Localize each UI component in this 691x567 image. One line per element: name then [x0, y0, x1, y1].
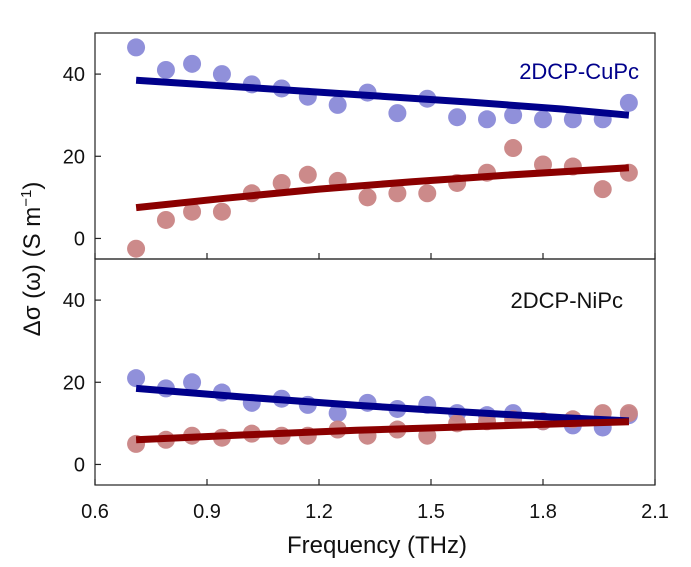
top-real-point — [504, 106, 523, 125]
top-real-point — [534, 110, 552, 129]
bottom-real-point — [127, 369, 146, 388]
top-imaginary-point — [504, 139, 523, 158]
top-imaginary-point — [272, 173, 291, 192]
top-real-point — [212, 65, 231, 84]
top-real-point — [183, 54, 202, 73]
bottom-y-tick-label: 0 — [74, 454, 85, 476]
y-axis-title-superscript: −1 — [18, 190, 35, 207]
x-tick-label: 1.5 — [417, 501, 445, 523]
panel-label-nipc: 2DCP-NiPc — [511, 288, 623, 313]
top-imaginary-point — [534, 155, 552, 174]
bottom-panel-frame — [94, 258, 656, 486]
y-axis-title: Δσ (ω) (S m−1) — [18, 182, 46, 337]
x-tick-label: 1.2 — [305, 501, 333, 523]
top-real-point — [448, 108, 467, 127]
top-imaginary-point — [156, 210, 175, 229]
top-imaginary-point — [358, 188, 377, 207]
top-real-point — [563, 110, 582, 129]
top-real-point — [619, 93, 638, 112]
top-real-point — [156, 60, 175, 79]
x-tick-label: 0.9 — [193, 501, 221, 523]
bottom-panel: 0 20 40 — [63, 290, 656, 485]
x-axis: 0.6 0.9 1.2 1.5 1.8 2.1 — [81, 501, 669, 523]
top-real-point — [478, 110, 496, 129]
top-imaginary-point — [212, 202, 231, 221]
top-panel: 0 20 40 — [63, 38, 656, 259]
top-y-tick-label: 0 — [74, 228, 85, 250]
top-y-tick-label: 20 — [63, 146, 85, 168]
top-imaginary-point — [388, 184, 407, 203]
top-imaginary-point — [418, 184, 437, 203]
bottom-real-fit-line — [135, 384, 630, 425]
bottom-y-tick-label: 40 — [63, 290, 85, 312]
y-axis-title-close: ) — [19, 182, 46, 190]
top-imaginary-point — [298, 165, 317, 184]
x-tick-label: 2.1 — [641, 501, 669, 523]
top-real-point — [388, 104, 407, 123]
bottom-real-point — [328, 404, 347, 423]
top-imaginary-point — [593, 180, 612, 199]
top-imaginary-fit-line — [135, 164, 630, 212]
y-axis-title-main: Δσ (ω) (S m — [19, 207, 46, 337]
x-axis-title: Frequency (THz) — [287, 532, 467, 559]
top-imaginary-point — [127, 239, 146, 258]
top-y-tick-label: 40 — [63, 64, 85, 86]
x-tick-label: 0.6 — [81, 501, 109, 523]
top-real-point — [328, 95, 347, 114]
top-real-point — [127, 38, 146, 57]
bottom-imaginary-fit-line — [135, 418, 630, 444]
top-real-fit-line — [135, 76, 630, 119]
bottom-y-tick-label: 20 — [63, 372, 85, 394]
top-imaginary-point — [183, 202, 202, 221]
bottom-real-point — [183, 373, 202, 392]
panel-label-cupc: 2DCP-CuPc — [519, 59, 639, 84]
x-tick-label: 1.8 — [529, 501, 557, 523]
